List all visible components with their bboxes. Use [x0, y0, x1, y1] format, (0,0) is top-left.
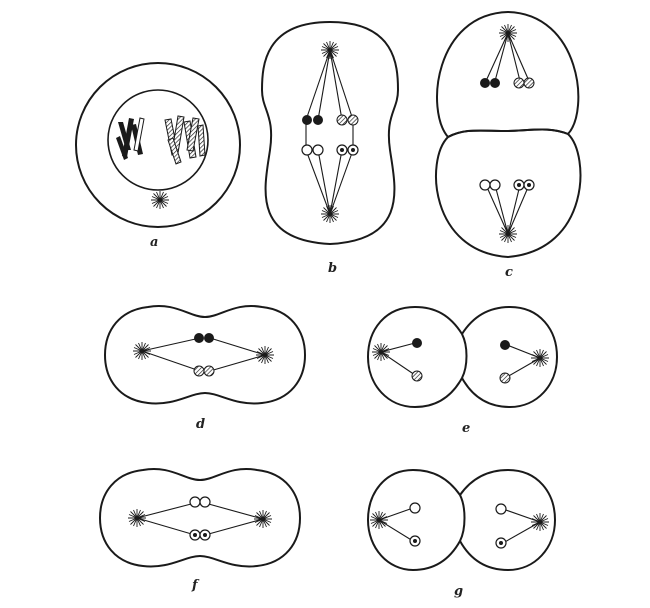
cell-membrane — [103, 304, 307, 405]
centrosome — [150, 190, 170, 210]
panel-b: b — [260, 20, 400, 276]
centrosome-bottom — [498, 224, 518, 244]
chromosomes — [411, 338, 511, 384]
centrosome-left — [371, 342, 391, 362]
cell-membrane — [260, 20, 400, 246]
cell-membrane — [75, 62, 241, 228]
centrosome-top — [498, 23, 518, 43]
centrosome-right — [530, 348, 550, 368]
chromosomes — [479, 77, 535, 191]
panel-label-b: b — [328, 261, 337, 276]
panel-label-d: d — [196, 417, 205, 432]
panel-d: d — [103, 304, 307, 432]
spindle-fibers — [485, 32, 530, 235]
panel-label-g: g — [454, 584, 463, 599]
chromosomes-hatched — [164, 115, 206, 165]
daughter-cell-bottom — [435, 128, 582, 259]
centrosome-bottom — [320, 204, 340, 224]
chromosomes — [409, 502, 507, 549]
centrosome-right — [253, 509, 273, 529]
spindle-fibers — [141, 337, 266, 372]
centrosome-right — [255, 345, 275, 365]
chromosomes — [301, 114, 359, 156]
panel-c: c — [435, 10, 582, 280]
daughter-cell-right — [459, 468, 557, 572]
centrosome-left — [369, 510, 389, 530]
panel-label-a: a — [150, 235, 158, 250]
nucleus — [107, 89, 209, 191]
panel-f: f — [98, 467, 302, 593]
cell-membrane — [98, 467, 302, 568]
centrosome-right — [530, 512, 550, 532]
daughter-cell-left — [366, 305, 468, 409]
panel-label-c: c — [505, 265, 513, 280]
spindle-fibers — [378, 507, 541, 544]
chromosomes — [189, 496, 211, 541]
centrosome-left — [132, 341, 152, 361]
panel-label-f: f — [191, 578, 200, 593]
panel-g: g — [366, 468, 557, 599]
centrosome-top — [320, 40, 340, 60]
chromosomes — [193, 333, 215, 377]
chromosomes-black — [116, 117, 145, 160]
spindle-fibers — [305, 49, 354, 215]
spindle-fibers — [136, 502, 264, 536]
panel-e: e — [366, 305, 559, 436]
centrosome-left — [127, 508, 147, 528]
spindle-fibers — [380, 342, 541, 378]
daughter-cell-right — [461, 305, 559, 409]
panel-label-e: e — [462, 421, 470, 436]
panel-a: a — [75, 62, 241, 250]
daughter-cell-left — [366, 468, 466, 572]
